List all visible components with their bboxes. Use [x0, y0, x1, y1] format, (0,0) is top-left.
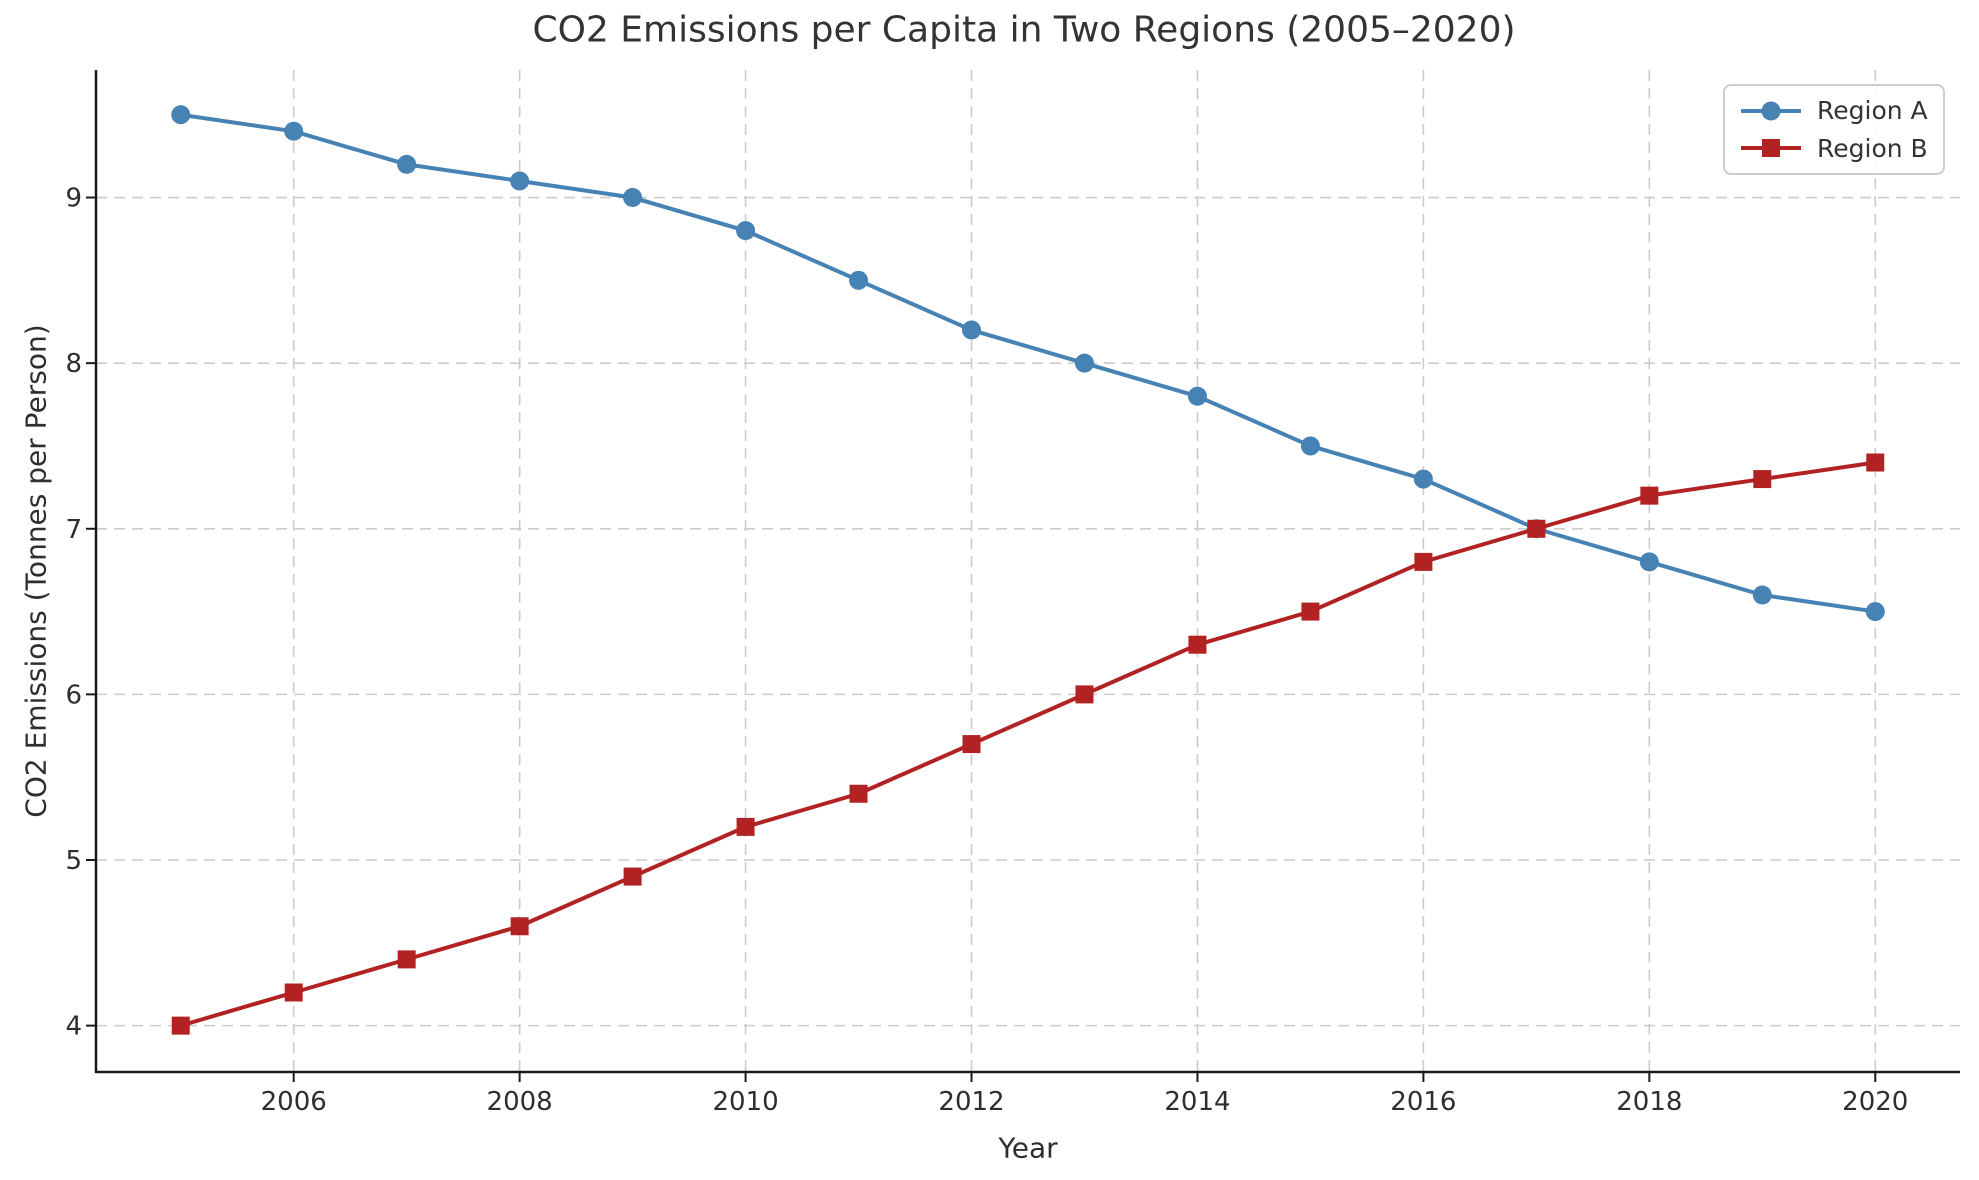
svg-text:6: 6: [65, 680, 82, 710]
svg-text:9: 9: [65, 184, 82, 214]
x-tick-labels: 2006 2008 2010 2012 2014 2016 2018 2020: [261, 1087, 1909, 1117]
y-axis-label: CO2 Emissions (Tonnes per Person): [19, 324, 53, 818]
svg-text:2016: 2016: [1390, 1087, 1456, 1117]
legend-item-region-a: Region A: [1739, 96, 1943, 125]
svg-text:7: 7: [65, 515, 82, 545]
legend-label-region-a: Region A: [1817, 96, 1928, 126]
series-region-b: [171, 453, 1885, 1035]
x-axis-label: Year: [998, 1131, 1058, 1165]
legend: Region A Region B: [1723, 84, 1945, 175]
svg-text:4: 4: [65, 1012, 82, 1042]
legend-item-region-b: Region B: [1739, 134, 1943, 163]
legend-label-region-b: Region B: [1817, 133, 1928, 163]
region-a-line-marker-swatch: [1741, 101, 1801, 121]
svg-text:2018: 2018: [1616, 1087, 1682, 1117]
svg-text:5: 5: [65, 846, 82, 876]
svg-text:2020: 2020: [1842, 1087, 1908, 1117]
svg-text:2006: 2006: [261, 1087, 327, 1117]
svg-text:2014: 2014: [1164, 1087, 1230, 1117]
region-b-line-marker-swatch: [1741, 139, 1801, 158]
svg-text:2008: 2008: [487, 1087, 553, 1117]
svg-text:2012: 2012: [938, 1087, 1004, 1117]
gridlines: [96, 70, 1960, 1072]
svg-text:2010: 2010: [712, 1087, 778, 1117]
tick-marks: [86, 196, 1877, 1082]
chart-title: CO2 Emissions per Capita in Two Regions …: [532, 9, 1516, 51]
y-tick-labels: 4 5 6 7 8 9: [65, 184, 82, 1042]
svg-text:8: 8: [65, 349, 82, 379]
